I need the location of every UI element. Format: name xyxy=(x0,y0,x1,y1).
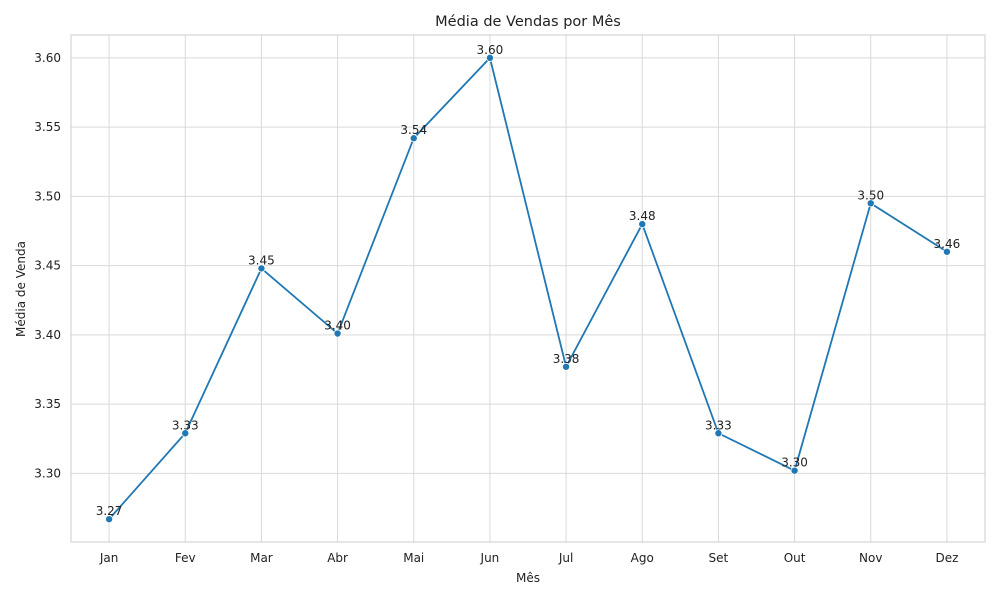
data-label: 3.45 xyxy=(248,253,275,267)
data-point xyxy=(485,53,494,62)
x-tick-label: Jan xyxy=(99,551,119,565)
y-tick-label: 3.40 xyxy=(34,328,61,342)
data-label: 3.50 xyxy=(857,188,884,202)
data-label: 3.60 xyxy=(477,43,504,57)
data-label: 3.38 xyxy=(553,352,580,366)
data-label: 3.27 xyxy=(96,504,123,518)
x-tick-label: Fev xyxy=(175,551,196,565)
x-tick-label: Mai xyxy=(403,551,424,565)
x-axis-label: Mês xyxy=(516,571,540,585)
x-tick-label: Nov xyxy=(859,551,882,565)
x-tick-label: Ago xyxy=(631,551,654,565)
x-tick-label: Set xyxy=(709,551,729,565)
data-point xyxy=(638,220,647,229)
y-tick-label: 3.55 xyxy=(34,120,61,134)
x-tick-label: Out xyxy=(784,551,806,565)
x-axis-ticks: Jan Fev Mar Abr Mai Jun Jul Ago Set Out Nov Dez xyxy=(99,551,959,565)
data-labels: 3.27 3.33 3.45 3.40 3.54 3.60 3.38 3.48 3.33 3.30… xyxy=(96,43,961,518)
data-point xyxy=(866,199,875,208)
y-tick-label: 3.50 xyxy=(34,189,61,203)
y-tick-label: 3.60 xyxy=(34,51,61,65)
data-point xyxy=(409,134,418,143)
chart-title: Média de Vendas por Mês xyxy=(435,14,621,30)
y-tick-label: 3.45 xyxy=(34,259,61,273)
data-label: 3.46 xyxy=(934,237,961,251)
x-tick-label: Jun xyxy=(480,551,500,565)
plot-frame xyxy=(70,34,986,543)
series-line xyxy=(108,56,948,520)
y-tick-label: 3.30 xyxy=(34,466,61,480)
data-point xyxy=(714,429,723,438)
y-axis-label: Média de Venda xyxy=(14,241,28,337)
data-point xyxy=(333,329,342,338)
x-tick-label: Mar xyxy=(250,551,273,565)
data-label: 3.33 xyxy=(705,418,732,432)
y-tick-label: 3.35 xyxy=(34,397,61,411)
x-tick-label: Abr xyxy=(327,551,348,565)
data-label: 3.33 xyxy=(172,418,199,432)
data-point xyxy=(942,247,951,256)
x-tick-label: Dez xyxy=(935,551,958,565)
data-point xyxy=(562,362,571,371)
data-point xyxy=(181,429,190,438)
data-label: 3.40 xyxy=(324,319,351,333)
x-tick-label: Jul xyxy=(558,551,573,565)
data-label: 3.48 xyxy=(629,209,656,223)
data-label: 3.54 xyxy=(400,123,427,137)
data-points xyxy=(105,53,951,524)
data-label: 3.30 xyxy=(781,456,808,470)
grid-lines xyxy=(71,35,985,542)
data-point xyxy=(790,466,799,475)
y-axis-ticks: 3.30 3.35 3.40 3.45 3.50 3.55 3.60 xyxy=(34,51,61,481)
data-point xyxy=(105,515,114,524)
data-point xyxy=(257,264,266,273)
